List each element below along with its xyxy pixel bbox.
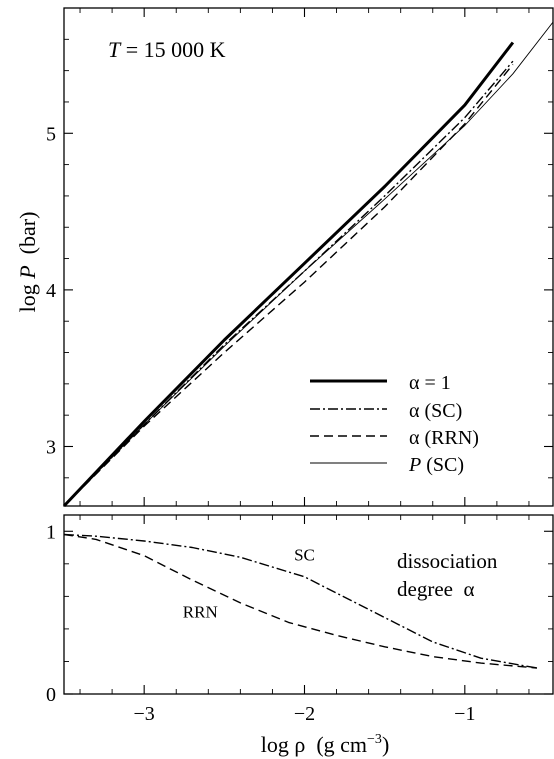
legend-label-alpha-sc: α (SC) — [409, 400, 462, 422]
dissociation-series-rrn — [63, 533, 538, 669]
dissociation-series-label-rrn: RRN — [183, 603, 218, 622]
temperature-symbol: T — [108, 37, 122, 62]
density-axis-label: log ρ (g cm−3) — [261, 732, 390, 757]
pressure-axis-label: log P (bar) — [15, 212, 40, 313]
pressure-panel: 3 4 5 T = 15 000 K log P (bar) α = 1 α (SC… — [15, 7, 554, 508]
legend-label-alpha-1: α = 1 — [409, 372, 451, 394]
x-tick-label: −1 — [454, 703, 475, 725]
dissociation-annotation-line2: degree α — [397, 577, 474, 601]
x-tick-label: −2 — [294, 703, 315, 725]
legend-label-p-sc: P (SC) — [408, 454, 464, 476]
pressure-series-alpha-1 — [62, 41, 515, 508]
dissociation-annotation-line1: dissociation — [397, 549, 498, 573]
legend: α = 1 α (SC) α (RRN) P (SC) — [310, 372, 479, 476]
dissociation-y-tick-labels: 01 — [46, 521, 56, 706]
pressure-plot-frame — [63, 7, 554, 507]
temperature-annotation: T = 15 000 K — [108, 37, 226, 62]
dissociation-series-label-sc: SC — [294, 546, 315, 565]
dissociation-plot-frame — [63, 514, 554, 695]
pressure-y-tick-label: 5 — [46, 123, 56, 145]
temperature-value: = 15 000 K — [120, 37, 225, 62]
pressure-y-tick-labels: 3 4 5 — [46, 123, 56, 458]
pressure-series-p-sc — [63, 21, 554, 507]
x-tick-labels: −3 −2 −1 — [134, 703, 476, 725]
pressure-y-tick-label: 4 — [46, 280, 56, 302]
pressure-axis-label-symbol: P — [15, 265, 40, 279]
dissociation-series-sc — [63, 533, 538, 669]
dissociation-y-tick-label: 0 — [46, 684, 56, 706]
pressure-curves — [62, 21, 554, 508]
pressure-axis-label-unit: (bar) — [15, 212, 40, 266]
pressure-series-alpha-rrn — [63, 63, 514, 507]
dissociation-curves: SC RRN — [63, 533, 538, 669]
x-tick-label: −3 — [134, 703, 155, 725]
legend-label-alpha-rrn: α (RRN) — [409, 427, 479, 449]
dissociation-ticks — [64, 515, 553, 695]
dissociation-y-tick-label: 1 — [46, 521, 56, 543]
pressure-y-tick-label: 3 — [46, 436, 56, 458]
pressure-axis-label-prefix: log — [15, 279, 40, 313]
pressure-ticks — [64, 7, 553, 506]
